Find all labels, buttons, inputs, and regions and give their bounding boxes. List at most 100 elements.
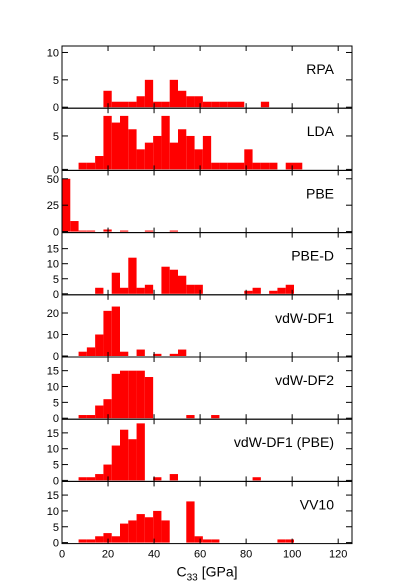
- bar-2-13: [169, 230, 178, 232]
- bar-3-22: [244, 290, 253, 294]
- panel-frame-3: [61, 232, 353, 296]
- y-tick-label-0-1: 5: [53, 75, 59, 87]
- bar-1-3: [86, 162, 96, 170]
- bar-4-13: [169, 353, 178, 356]
- y-tick-label-4-0: 0: [53, 351, 59, 363]
- panel-label-0: RPA: [306, 61, 334, 77]
- bar-1-5: [103, 115, 112, 170]
- bar-4-2: [78, 351, 87, 356]
- bar-3-25: [269, 290, 278, 294]
- bar-4-11: [153, 353, 162, 356]
- panel-3: 0 5 10 15 PBE-D: [47, 232, 353, 301]
- bar-7-18: [211, 539, 220, 543]
- bar-7-12: [161, 520, 170, 543]
- y-tick-label-3-3: 15: [47, 244, 59, 256]
- bar-7-3: [86, 539, 96, 543]
- panel-4: 0 10 20 vdW-DF1: [47, 294, 353, 363]
- bar-5-18: [211, 415, 220, 419]
- y-tick-label-4-2: 20: [47, 308, 59, 320]
- bar-0-24: [260, 101, 270, 108]
- y-tick-label-3-2: 10: [47, 259, 59, 271]
- bar-6-8: [128, 439, 137, 481]
- panel-0: 0 5 10 RPA: [47, 45, 353, 114]
- bar-7-8: [128, 520, 137, 543]
- bar-4-14: [178, 349, 187, 356]
- bar-1-10: [144, 142, 154, 170]
- bar-7-6: [111, 536, 120, 543]
- x-axis-title: C33 [GPa]: [176, 564, 237, 584]
- bar-0-15: [186, 96, 195, 108]
- bar-2-3: [86, 230, 96, 232]
- y-tick-label-7-0: 0: [53, 538, 59, 550]
- panel-6: 0 5 10 15 vdW-DF1 (PBE): [47, 418, 353, 487]
- panel-label-7: VV10: [300, 496, 334, 512]
- bar-0-13: [169, 79, 178, 108]
- bar-6-13: [169, 474, 178, 481]
- panel-label-1: LDA: [307, 123, 335, 139]
- bar-4-3: [86, 347, 96, 356]
- x-tick-label-0: 0: [59, 549, 65, 561]
- bar-6-5: [103, 464, 112, 481]
- panel-label-2: PBE: [306, 185, 334, 201]
- y-tick-label-7-1: 5: [53, 522, 59, 534]
- y-tick-label-3-1: 5: [53, 274, 59, 286]
- x-tick-label-6: 120: [329, 549, 347, 561]
- bar-1-27: [285, 162, 294, 170]
- bar-0-5: [103, 90, 112, 108]
- bar-2-10: [144, 230, 154, 232]
- bar-1-12: [161, 115, 170, 170]
- y-tick-label-6-3: 15: [47, 428, 59, 440]
- bar-5-9: [136, 370, 145, 419]
- bar-1-8: [128, 129, 137, 170]
- bar-3-13: [169, 269, 178, 294]
- bar-1-25: [269, 162, 278, 170]
- bar-0-17: [202, 101, 212, 108]
- bar-1-9: [136, 149, 145, 170]
- bar-6-9: [136, 423, 145, 481]
- bar-4-7: [120, 351, 129, 356]
- panel-7: 0 5 10 15 VV10: [47, 480, 353, 550]
- panel-5: 0 5 10 15 vdW-DF2: [47, 356, 353, 425]
- panel-label-4: vdW-DF1: [275, 310, 334, 326]
- bar-7-26: [277, 539, 286, 543]
- bar-1-6: [111, 122, 120, 170]
- y-tick-label-1-1: 5: [53, 131, 59, 143]
- bar-6-11: [153, 477, 162, 481]
- bar-2-7: [120, 230, 129, 232]
- bar-1-14: [178, 129, 187, 170]
- bar-7-5: [103, 533, 112, 543]
- bar-0-20: [227, 101, 236, 108]
- bar-7-4: [95, 536, 104, 543]
- bar-0-7: [120, 101, 129, 108]
- bar-1-2: [78, 162, 87, 170]
- bar-3-12: [161, 266, 170, 294]
- y-tick-label-6-2: 10: [47, 444, 59, 456]
- x-tick-label-5: 100: [283, 549, 301, 561]
- bar-3-8: [128, 257, 137, 294]
- bar-6-3: [86, 477, 96, 481]
- bar-3-9: [136, 287, 145, 294]
- bar-5-5: [103, 399, 112, 419]
- panel-1: 0 5 LDA: [53, 107, 353, 176]
- bar-4-9: [136, 349, 145, 356]
- panel-frame-7: [61, 480, 353, 545]
- bar-3-26: [277, 287, 286, 294]
- y-tick-label-5-0: 0: [53, 413, 59, 425]
- bar-5-8: [128, 370, 137, 419]
- bar-2-1: [70, 221, 79, 232]
- x-tick-label-3: 60: [194, 549, 206, 561]
- bar-1-20: [227, 162, 236, 170]
- bar-0-18: [211, 101, 220, 108]
- bar-5-6: [111, 373, 120, 419]
- x-axis-title-symbol: C: [176, 564, 186, 580]
- bar-1-23: [252, 162, 261, 170]
- bar-1-4: [95, 156, 104, 170]
- y-tick-label-0-0: 0: [53, 102, 59, 114]
- y-tick-label-7-2: 10: [47, 506, 59, 518]
- bar-3-7: [120, 287, 129, 294]
- bar-7-16: [194, 536, 203, 543]
- bar-6-7: [120, 429, 129, 481]
- bar-7-27: [285, 539, 294, 543]
